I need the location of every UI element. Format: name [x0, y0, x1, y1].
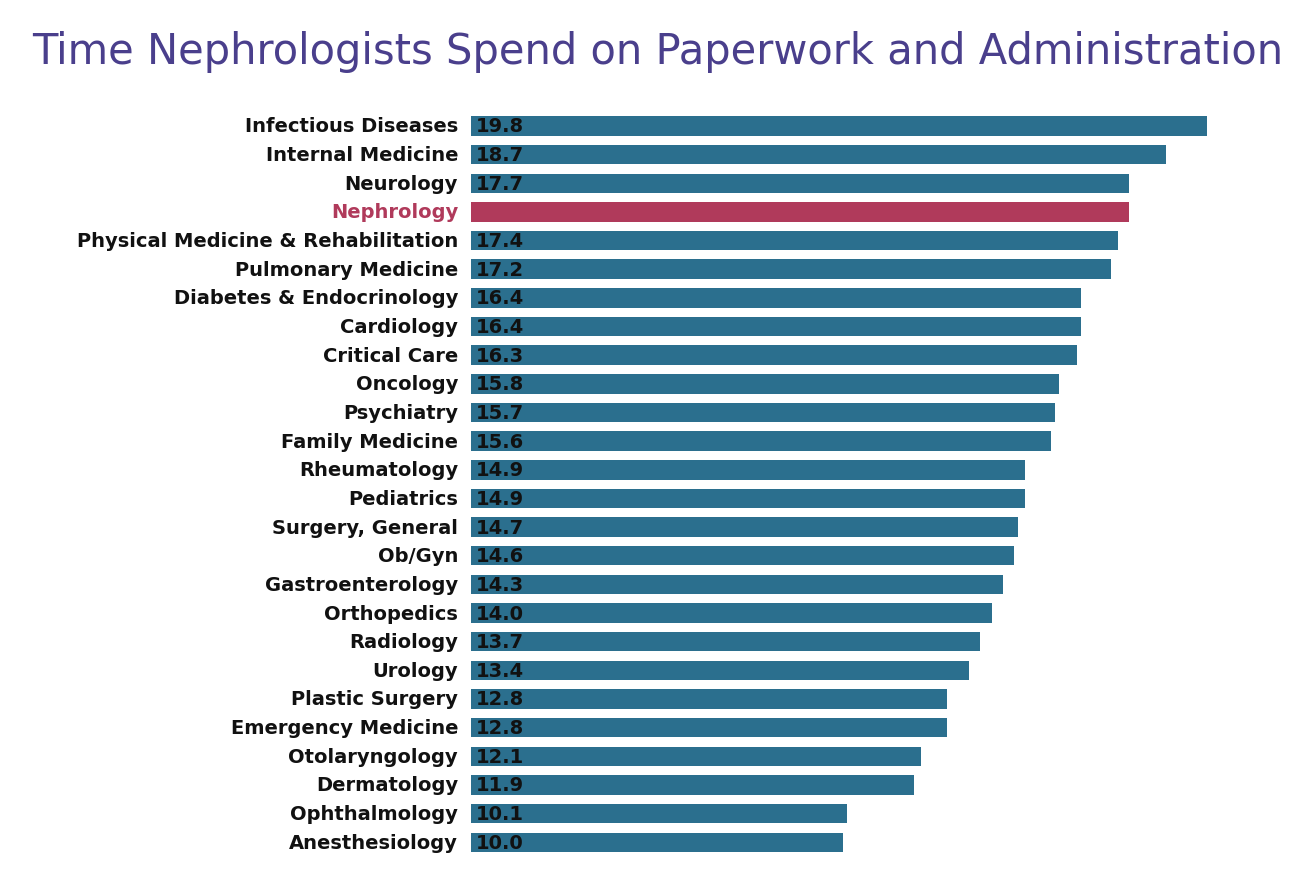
Text: 14.9: 14.9 [476, 460, 524, 480]
Text: Family Medicine: Family Medicine [281, 432, 458, 451]
Bar [471, 374, 1059, 394]
Bar [471, 689, 947, 709]
Text: 14.3: 14.3 [476, 575, 524, 595]
Text: 17.2: 17.2 [476, 260, 524, 280]
Text: 17.4: 17.4 [476, 232, 524, 251]
Bar [471, 546, 1014, 566]
Bar [471, 117, 1207, 137]
Text: 18.7: 18.7 [476, 146, 524, 165]
Text: Otolaryngology: Otolaryngology [289, 747, 458, 766]
Text: Pediatrics: Pediatrics [348, 489, 458, 509]
Text: Orthopedics: Orthopedics [324, 604, 458, 623]
Bar [471, 346, 1077, 366]
Bar [471, 317, 1081, 337]
Text: Critical Care: Critical Care [322, 346, 458, 365]
Bar [471, 804, 846, 824]
Text: Surgery, General: Surgery, General [272, 518, 458, 537]
Text: Anesthesiology: Anesthesiology [289, 833, 458, 852]
Text: Ob/Gyn: Ob/Gyn [378, 546, 458, 566]
Text: Internal Medicine: Internal Medicine [266, 146, 458, 165]
Text: Plastic Surgery: Plastic Surgery [292, 689, 458, 709]
Bar [471, 832, 842, 852]
Text: 12.1: 12.1 [476, 747, 524, 766]
Text: 12.8: 12.8 [476, 718, 524, 738]
Bar [471, 632, 980, 652]
Text: Pulmonary Medicine: Pulmonary Medicine [235, 260, 458, 280]
Text: Physical Medicine & Rehabilitation: Physical Medicine & Rehabilitation [77, 232, 458, 251]
Text: 19.8: 19.8 [476, 118, 524, 136]
Bar [471, 260, 1111, 280]
Text: 10.0: 10.0 [476, 833, 524, 852]
Text: 16.4: 16.4 [476, 289, 524, 308]
Bar [471, 460, 1026, 480]
Text: 14.7: 14.7 [476, 518, 524, 537]
Text: 14.0: 14.0 [476, 604, 524, 623]
Bar [471, 232, 1118, 251]
Text: 14.6: 14.6 [476, 546, 524, 566]
Text: 17.7: 17.7 [476, 203, 524, 222]
Text: Oncology: Oncology [356, 374, 458, 394]
Text: Neurology: Neurology [344, 175, 458, 194]
Text: Gastroenterology: Gastroenterology [264, 575, 458, 595]
Bar [471, 718, 947, 738]
Bar [471, 575, 1002, 595]
Bar [471, 489, 1026, 509]
Bar [471, 775, 913, 795]
Bar [471, 175, 1129, 194]
Text: Infectious Diseases: Infectious Diseases [245, 118, 458, 136]
Text: 12.8: 12.8 [476, 689, 524, 709]
Text: Time Nephrologists Spend on Paperwork and Administration: Time Nephrologists Spend on Paperwork an… [32, 31, 1284, 73]
Text: 15.7: 15.7 [476, 403, 524, 423]
Text: 16.4: 16.4 [476, 317, 524, 337]
Text: 17.7: 17.7 [476, 175, 524, 194]
Text: Radiology: Radiology [350, 632, 458, 652]
Bar [471, 661, 969, 681]
Text: 10.1: 10.1 [476, 804, 524, 824]
Text: 13.4: 13.4 [476, 661, 524, 680]
Text: Nephrology: Nephrology [330, 203, 458, 222]
Text: 16.3: 16.3 [476, 346, 524, 365]
Bar [471, 403, 1055, 423]
Text: 15.8: 15.8 [476, 374, 524, 394]
Text: Cardiology: Cardiology [341, 317, 458, 337]
Text: Urology: Urology [373, 661, 458, 680]
Text: 11.9: 11.9 [476, 775, 524, 795]
Text: Ophthalmology: Ophthalmology [290, 804, 458, 824]
Text: Rheumatology: Rheumatology [299, 460, 458, 480]
Bar [471, 203, 1129, 223]
Text: Psychiatry: Psychiatry [343, 403, 458, 423]
Bar [471, 517, 1018, 538]
Bar [471, 746, 921, 766]
Text: 13.7: 13.7 [476, 632, 524, 652]
Bar [471, 431, 1051, 452]
Bar [471, 289, 1081, 308]
Bar [471, 603, 992, 623]
Text: 15.6: 15.6 [476, 432, 524, 451]
Text: Emergency Medicine: Emergency Medicine [231, 718, 458, 738]
Text: 14.9: 14.9 [476, 489, 524, 509]
Bar [471, 146, 1166, 165]
Text: Diabetes & Endocrinology: Diabetes & Endocrinology [174, 289, 458, 308]
Text: Dermatology: Dermatology [316, 775, 458, 795]
